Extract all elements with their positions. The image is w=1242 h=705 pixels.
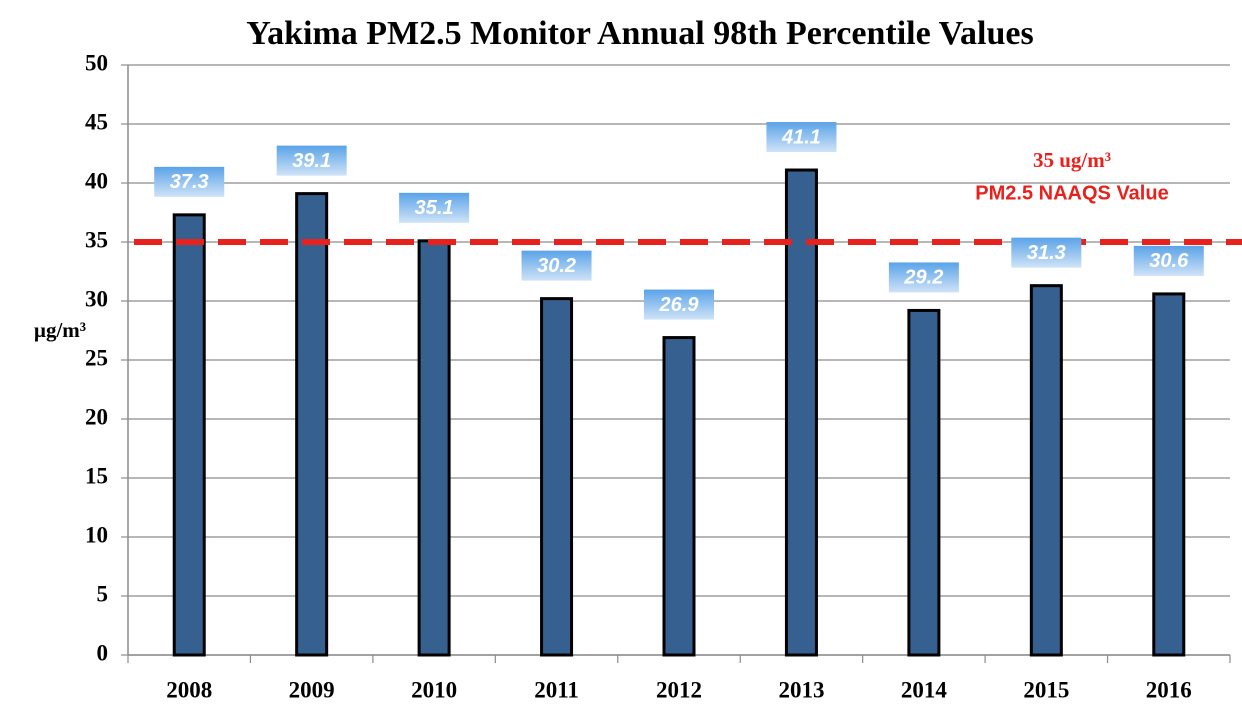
data-label-box: [766, 122, 837, 153]
data-label-box: [888, 262, 959, 293]
x-tick-label: 2012: [656, 677, 702, 702]
reference-annotation: PM2.5 NAAQS Value: [975, 182, 1168, 204]
data-label: 39.1: [292, 150, 331, 172]
x-tick-label: 2010: [411, 677, 457, 702]
y-tick-label: 25: [85, 345, 108, 370]
data-label-box: [399, 192, 470, 223]
x-tick-label: 2014: [901, 677, 948, 702]
data-label-box: [1011, 237, 1082, 268]
data-label: 35.1: [415, 197, 454, 219]
y-tick-label: 20: [85, 404, 108, 429]
bar: [907, 308, 941, 657]
y-tick-label: 15: [85, 463, 108, 488]
y-tick-label: 35: [85, 227, 108, 252]
data-label-box: [154, 166, 225, 197]
bar: [540, 297, 574, 657]
data-label: 26.9: [659, 294, 700, 316]
bar: [417, 239, 451, 657]
reference-annotation: 35 ug/m³: [1033, 148, 1111, 172]
x-tick-label: 2011: [534, 677, 579, 702]
data-label: 30.6: [1149, 250, 1189, 272]
bar: [172, 213, 206, 657]
y-tick-label: 45: [85, 109, 108, 134]
y-tick-label: 30: [85, 286, 108, 311]
y-tick-label: 0: [97, 640, 109, 665]
bar: [1152, 292, 1186, 657]
x-tick-label: 2008: [166, 677, 212, 702]
x-tick-label: 2015: [1023, 677, 1069, 702]
data-label: 37.3: [170, 171, 209, 193]
data-label-box: [1133, 245, 1204, 276]
data-label: 29.2: [903, 267, 943, 289]
y-tick-label: 10: [85, 522, 108, 547]
y-axis-label: µg/m³: [34, 318, 86, 342]
y-tick-label: 50: [85, 50, 108, 75]
y-tick-label: 40: [85, 168, 108, 193]
bar: [784, 168, 818, 657]
data-label-box: [521, 250, 592, 281]
bar: [662, 336, 696, 657]
data-label: 30.2: [537, 255, 576, 277]
chart-title: Yakima PM2.5 Monitor Annual 98th Percent…: [246, 15, 1033, 52]
data-label: 31.3: [1027, 242, 1066, 264]
data-label-box: [644, 289, 714, 320]
bar: [1029, 284, 1063, 657]
data-label: 41.1: [781, 126, 821, 148]
x-tick-label: 2013: [778, 677, 824, 702]
x-tick-label: 2016: [1146, 677, 1192, 702]
bar: [295, 192, 329, 657]
y-tick-label: 5: [97, 581, 109, 606]
x-tick-label: 2009: [289, 677, 335, 702]
data-label-box: [276, 145, 347, 176]
